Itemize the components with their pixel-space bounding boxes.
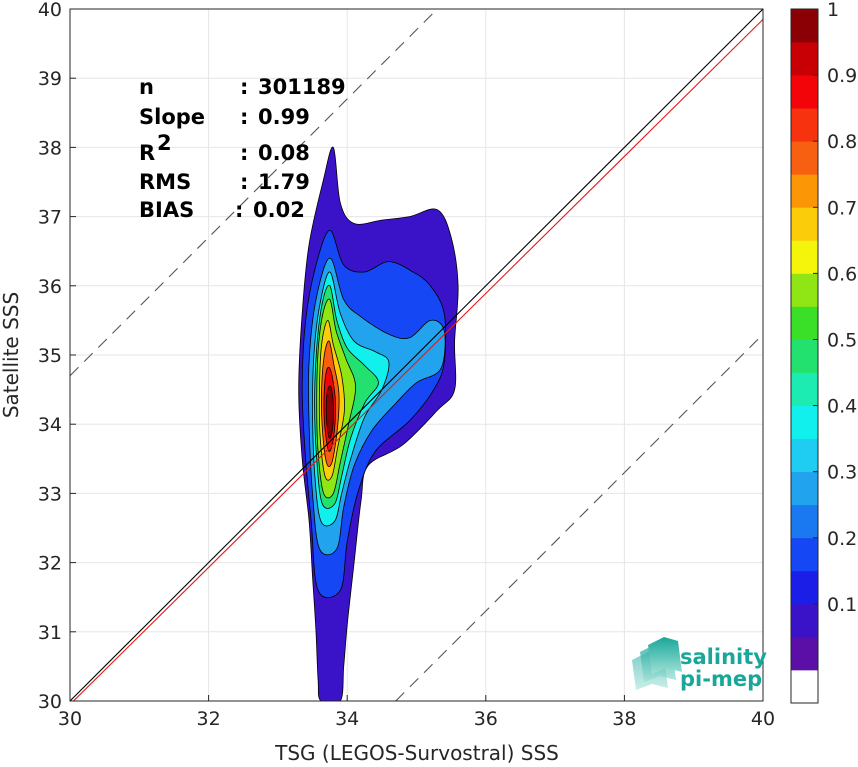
density-contours [298,146,459,701]
regression-line [72,18,763,701]
identity-line [70,9,763,701]
y-tick-label: 31 [38,622,62,644]
colorbar-tick-label: 0.8 [827,131,857,153]
contour-level-0-95 [325,385,334,439]
stat-separator: : [235,198,243,222]
stat-separator: : [240,105,248,129]
stat-value: 1.79 [258,170,310,194]
colorbar-segment [791,306,818,340]
stat-label: n [139,75,154,99]
stat-label: R [139,141,155,165]
colorbar-segment [791,603,818,638]
stat-value: 301189 [258,75,346,99]
colorbar-segment [791,75,818,109]
colorbar-segment [791,240,818,274]
colorbar-tick-label: 1 [827,0,839,21]
colorbar-segment [791,174,818,208]
x-tick-label: 38 [612,708,636,730]
colorbar-segment [791,141,818,175]
logo-text-line2: pi-mep [680,667,762,691]
y-tick-label: 35 [38,345,62,367]
x-tick-label: 40 [751,708,775,730]
y-tick-label: 36 [38,276,62,298]
y-tick-label: 34 [38,414,62,436]
colorbar-segment [791,636,818,671]
colorbar-segment [791,9,818,43]
stat-separator: : [240,141,248,165]
colorbar-segment [791,42,818,76]
colorbar-segment [791,207,818,241]
stat-label: Slope [139,105,205,129]
y-tick-label: 38 [38,137,62,159]
logo-text-line1: salinity [680,645,767,669]
salinity-pi-mep-logo: salinity pi-mep [632,637,767,691]
x-axis-ticks: 30 32 34 36 38 40 [58,695,775,730]
y-tick-label: 37 [38,207,62,229]
y-axis-ticks: 30 31 32 33 34 35 36 37 38 39 40 [38,0,76,713]
colorbar: 0.1 0.2 0.3 0.4 0.5 0.6 0.7 0.8 0.9 1 [790,0,857,704]
stat-value: 0.08 [258,141,310,165]
stat-separator: : [240,75,248,99]
x-tick-label: 32 [197,708,221,730]
reference-lines [70,9,763,701]
colorbar-segment [791,438,818,473]
colorbar-segment [791,339,818,373]
colorbar-tick-label: 0.9 [827,65,857,87]
colorbar-segment [791,504,818,539]
colorbar-segment [791,405,818,440]
colorbar-tick-label: 0.3 [827,462,857,484]
stat-separator: : [240,170,248,194]
x-tick-label: 30 [58,708,82,730]
x-tick-label: 34 [335,708,359,730]
y-tick-label: 40 [38,0,62,21]
colorbar-tick-label: 0.5 [827,329,857,351]
y-tick-label: 32 [38,553,62,575]
colorbar-tick-label: 0.2 [827,528,857,550]
colorbar-tick-label: 0.7 [827,197,857,219]
upper-bound-dashed-line [70,9,438,377]
colorbar-tick-label: 0.4 [827,396,857,418]
logo-wave-icon [632,637,682,690]
x-tick-label: 36 [474,708,498,730]
stat-label: RMS [139,170,191,194]
x-axis-label: TSG (LEGOS-Survostral) SSS [274,741,559,765]
stat-label: BIAS [139,198,194,222]
colorbar-frame [790,8,819,704]
colorbar-tick-label: 0.6 [827,263,857,285]
y-axis-label: Satellite SSS [0,292,23,418]
stat-label-superscript: 2 [157,131,172,155]
stat-value: 0.02 [253,198,305,222]
colorbar-segment [791,273,818,307]
colorbar-segment [791,471,818,506]
lower-bound-dashed-line [395,333,763,701]
colorbar-segment [791,570,818,605]
y-tick-label: 33 [38,483,62,505]
colorbar-segment [791,108,818,142]
colorbar-tick-label: 0.1 [827,594,857,616]
colorbar-segment [791,372,818,406]
y-tick-label: 39 [38,68,62,90]
stat-value: 0.99 [258,105,310,129]
colorbar-segment [791,669,818,704]
y-tick-label: 30 [38,691,62,713]
colorbar-segment [791,537,818,572]
